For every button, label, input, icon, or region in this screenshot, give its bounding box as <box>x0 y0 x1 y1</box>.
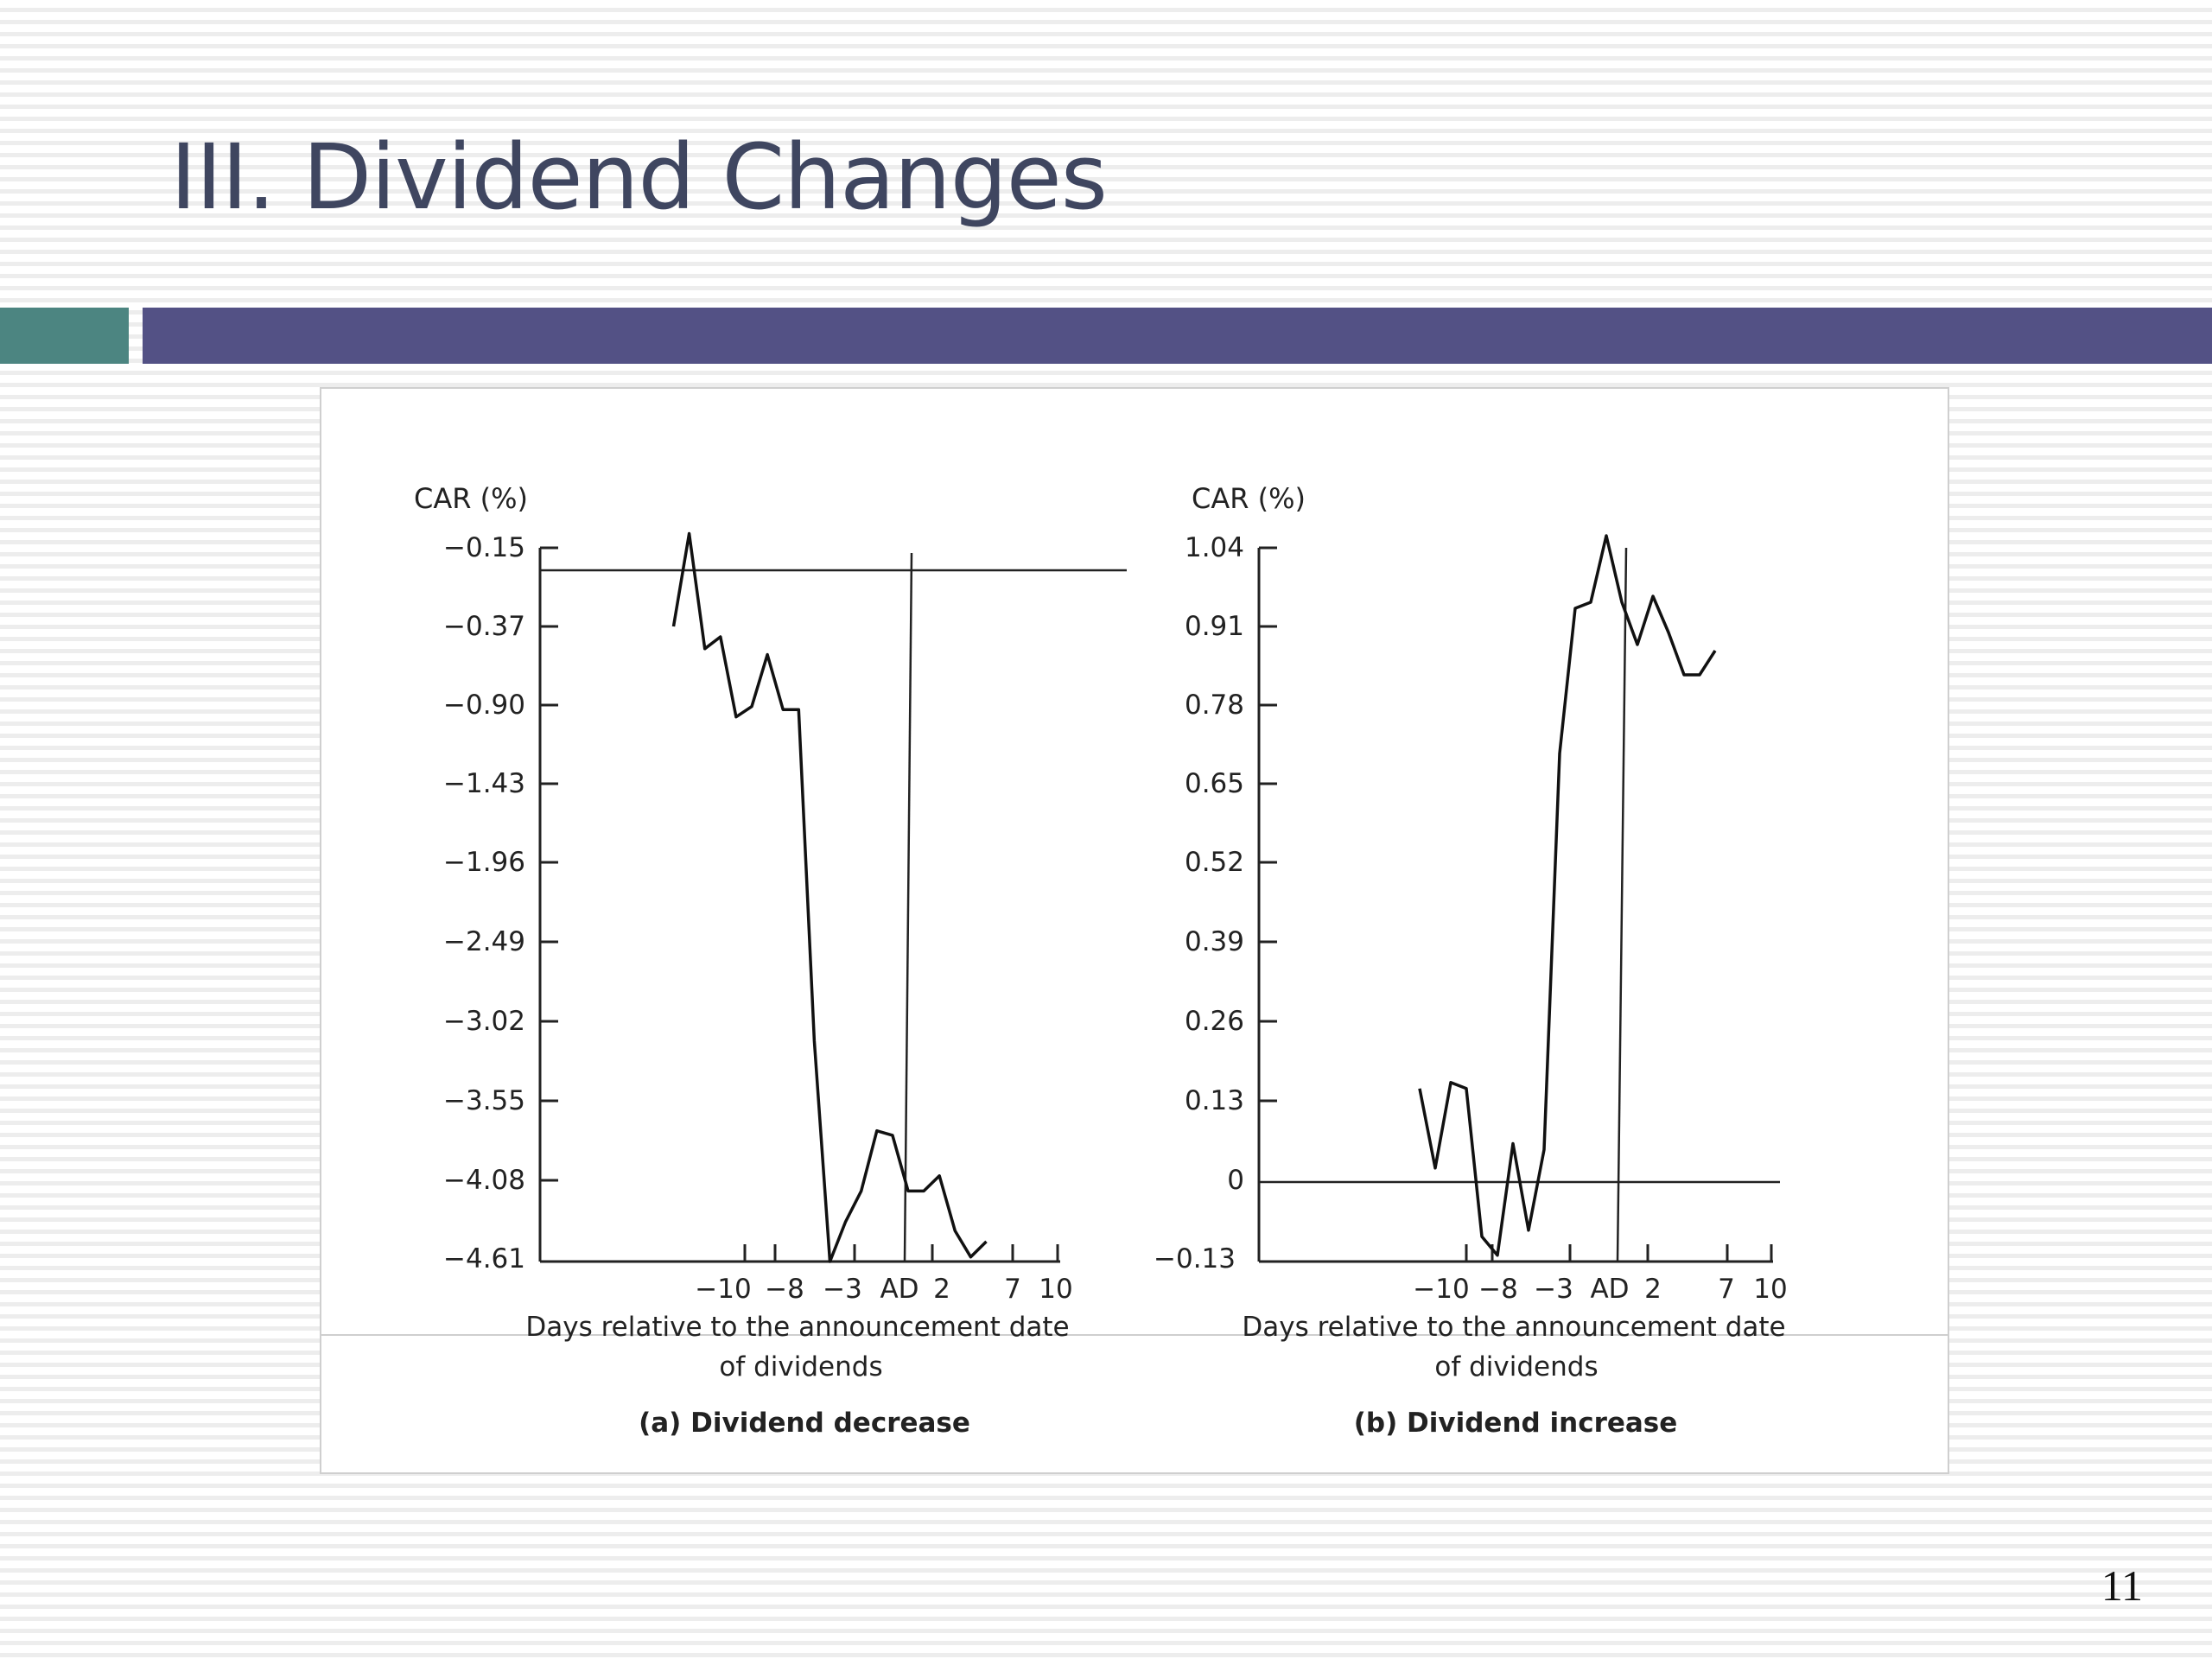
y-tick-label: −1.96 <box>443 847 525 878</box>
x-axis-label-cont: of dividends <box>1434 1351 1598 1382</box>
y-tick-label: −4.08 <box>443 1165 525 1196</box>
y-tick-label: 0.52 <box>1185 847 1244 878</box>
x-tick-label: −8 <box>1478 1274 1518 1305</box>
y-tick-label: 0.91 <box>1185 611 1244 642</box>
x-axis-label: Days relative to the announcement date <box>525 1312 1069 1343</box>
x-tick-label: −10 <box>1413 1274 1469 1305</box>
y-tick-label: 0.78 <box>1185 690 1244 721</box>
accent-bar-purple <box>143 308 2212 364</box>
panel-caption: (a) Dividend decrease <box>639 1408 970 1439</box>
car-line <box>671 531 988 1263</box>
x-tick-label: 7 <box>1004 1274 1021 1305</box>
x-tick-label: AD <box>1590 1274 1629 1305</box>
chart-panel-a: CAR (%) −0.15 −0.37 −0.90 −1.43 −1.96 −2… <box>414 482 1127 1439</box>
x-tick-label: 2 <box>933 1274 950 1305</box>
figure-scan: CAR (%) −0.15 −0.37 −0.90 −1.43 −1.96 −2… <box>320 387 1949 1474</box>
y-axis-label: CAR (%) <box>1192 482 1306 515</box>
panel-caption: (b) Dividend increase <box>1354 1408 1678 1439</box>
y-tick-label: −2.49 <box>443 926 525 957</box>
accent-bar-teal <box>0 308 129 364</box>
y-tick-label: 1.04 <box>1185 532 1244 563</box>
y-tick-label: −4.61 <box>443 1243 525 1274</box>
y-tick-label: 0.13 <box>1185 1085 1244 1116</box>
y-tick-label: −0.13 <box>1154 1243 1236 1274</box>
y-tick-label: 0 <box>1227 1165 1244 1196</box>
x-tick-label: −3 <box>1534 1274 1573 1305</box>
announcement-day-line <box>1616 547 1628 1262</box>
page-number: 11 <box>2101 1561 2143 1610</box>
car-line <box>1418 534 1717 1257</box>
y-tick-label: −3.55 <box>443 1085 525 1116</box>
y-tick-label: −0.90 <box>443 690 525 721</box>
announcement-day-line <box>903 552 913 1262</box>
y-tick-label: −0.15 <box>443 532 525 563</box>
slide-title: III. Dividend Changes <box>170 124 1108 230</box>
x-tick-label: AD <box>880 1274 918 1305</box>
y-tick-label: 0.39 <box>1185 926 1244 957</box>
y-tick-label: −1.43 <box>443 768 525 799</box>
x-tick-label: 2 <box>1644 1274 1662 1305</box>
y-tick-label: −3.02 <box>443 1006 525 1037</box>
x-tick-label: −8 <box>765 1274 804 1305</box>
x-tick-label: −3 <box>823 1274 862 1305</box>
y-tick-label: 0.65 <box>1185 768 1244 799</box>
x-tick-label: 7 <box>1718 1274 1735 1305</box>
y-tick-label: 0.26 <box>1185 1006 1244 1037</box>
x-tick-label: 10 <box>1039 1274 1072 1305</box>
y-axis-label: CAR (%) <box>414 482 528 515</box>
x-axis-label-cont: of dividends <box>719 1351 882 1382</box>
y-tick-label: −0.37 <box>443 611 525 642</box>
x-axis-label: Days relative to the announcement date <box>1242 1312 1785 1343</box>
chart-panel-b: CAR (%) 1.04 0.91 0.78 0.65 0.52 0.39 0.… <box>1154 482 1788 1439</box>
x-tick-label: −10 <box>695 1274 751 1305</box>
x-tick-label: 10 <box>1753 1274 1787 1305</box>
